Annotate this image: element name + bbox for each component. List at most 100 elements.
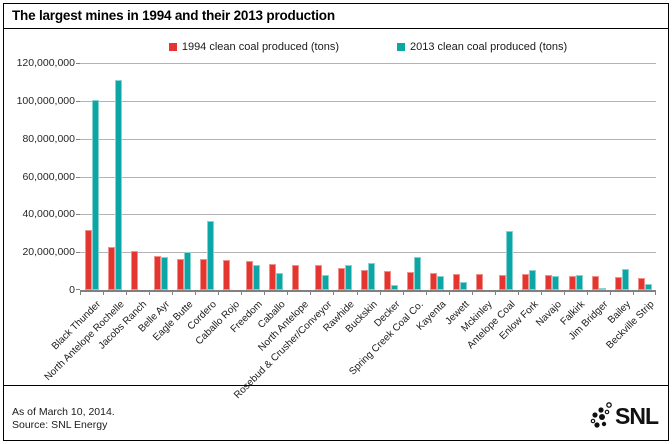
x-tick-mark — [425, 292, 427, 295]
bar-1994 — [407, 272, 415, 290]
bar-2013 — [414, 256, 422, 290]
bar-2013 — [252, 264, 260, 290]
x-tick-mark — [402, 292, 404, 295]
x-tick-mark — [356, 292, 358, 295]
y-tick-mark — [76, 176, 80, 178]
bar-1994 — [107, 246, 115, 290]
snl-logo: SNL — [588, 400, 659, 433]
y-tick-mark — [76, 252, 80, 254]
x-tick-mark — [218, 292, 220, 295]
x-tick-mark — [126, 292, 128, 295]
bar-2013 — [160, 256, 168, 290]
y-tick-label: 80,000,000 — [22, 132, 75, 145]
plot-area — [76, 63, 656, 295]
x-tick-mark — [494, 292, 496, 295]
bar-group — [241, 63, 264, 290]
footer-source: Source: SNL Energy — [12, 419, 108, 431]
bar-group — [426, 63, 449, 290]
y-tick-label: 40,000,000 — [22, 208, 75, 221]
bar-group — [80, 63, 103, 290]
y-tick-mark — [76, 100, 80, 102]
x-tick-mark — [609, 292, 611, 295]
bar-1994 — [499, 274, 507, 290]
y-tick-label: 20,000,000 — [22, 246, 75, 259]
gridline — [80, 100, 656, 102]
bar-2013 — [575, 274, 583, 290]
x-tick-mark — [471, 292, 473, 295]
footer-divider — [4, 385, 668, 386]
bar-group — [633, 63, 656, 290]
y-axis: 120,000,000 100,000,000 80,000,000 60,000,0… — [4, 57, 75, 296]
bar-1994 — [637, 277, 645, 290]
snl-logo-text: SNL — [615, 403, 659, 429]
y-tick-mark — [76, 214, 80, 216]
x-tick-mark — [379, 292, 381, 295]
bar-2013 — [345, 264, 353, 290]
bar-1994 — [222, 259, 230, 290]
bar-group — [264, 63, 287, 290]
footer: As of March 10, 2014. Source: SNL Energy — [12, 406, 115, 432]
bar-group — [103, 63, 126, 290]
bar-1994 — [291, 264, 299, 290]
x-tick-mark — [540, 292, 542, 295]
bar-1994 — [245, 260, 253, 290]
bar-1994 — [384, 271, 392, 290]
bar-group — [126, 63, 149, 290]
legend-label-1994: 1994 clean coal produced (tons) — [181, 41, 339, 53]
footer-as-of-date: As of March 10, 2014. — [12, 406, 115, 418]
bar-group — [518, 63, 541, 290]
plot-area-wrapper: 120,000,000 100,000,000 80,000,000 60,000,0… — [4, 4, 668, 440]
bar-2013 — [206, 221, 214, 290]
gridline — [80, 252, 656, 254]
bar-2013 — [621, 269, 629, 290]
legend-swatch-2013-icon — [397, 43, 405, 51]
x-tick-mark — [517, 292, 519, 295]
bar-group — [610, 63, 633, 290]
bar-2013 — [598, 288, 606, 290]
bar-1994 — [361, 270, 369, 290]
bar-2013 — [183, 252, 191, 290]
y-tick-label: 100,000,000 — [16, 94, 75, 107]
chart-title: The largest mines in 1994 and their 2013… — [12, 8, 335, 23]
legend-item-2013: 2013 clean coal produced (tons) — [397, 41, 567, 53]
bar-2013 — [391, 285, 399, 290]
bar-1994 — [545, 274, 553, 290]
snl-logo-dots-icon — [590, 402, 612, 428]
x-tick-mark — [103, 292, 104, 295]
bar-group — [218, 63, 241, 290]
bar-1994 — [176, 258, 184, 290]
bar-group — [287, 63, 310, 290]
x-tick-mark — [80, 292, 81, 295]
bar-group — [310, 63, 333, 290]
bar-2013 — [114, 80, 122, 290]
y-tick-mark — [76, 289, 80, 290]
x-axis-label: Navajo — [534, 299, 565, 329]
x-tick-mark — [149, 292, 151, 295]
bar-group — [403, 63, 426, 290]
x-tick-mark — [172, 292, 174, 295]
x-tick-mark — [655, 292, 656, 295]
y-tick-label: 120,000,000 — [16, 57, 75, 69]
x-tick-mark — [264, 292, 266, 295]
bar-1994 — [130, 251, 138, 290]
bar-1994 — [153, 256, 161, 290]
bar-group — [472, 63, 495, 290]
bar-group — [357, 63, 380, 290]
legend-label-2013: 2013 clean coal produced (tons) — [410, 41, 568, 53]
bar-group — [172, 63, 195, 290]
bar-group — [449, 63, 472, 290]
legend-swatch-1994-icon — [168, 43, 177, 51]
y-tick-label: 0 — [69, 284, 75, 296]
bar-1994 — [199, 258, 207, 290]
gridline — [80, 214, 656, 216]
bar-1994 — [430, 273, 438, 290]
bar-1994 — [568, 275, 576, 290]
bar-2013 — [644, 284, 652, 290]
bar-2013 — [506, 231, 514, 290]
gridline — [80, 176, 656, 178]
bar-2013 — [275, 273, 283, 290]
bar-1994 — [453, 273, 461, 290]
bar-1994 — [591, 275, 599, 290]
x-tick-mark — [241, 292, 243, 295]
